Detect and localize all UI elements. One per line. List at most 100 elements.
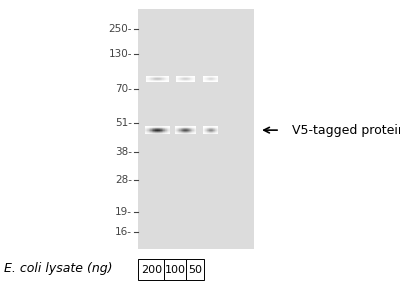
Bar <box>150 127 151 128</box>
Bar <box>176 133 177 134</box>
Bar <box>183 80 184 81</box>
Bar <box>169 127 170 128</box>
Bar <box>188 133 189 134</box>
Bar <box>179 76 180 77</box>
Bar <box>181 132 182 133</box>
Bar <box>181 79 182 80</box>
Bar <box>150 132 151 133</box>
Bar <box>179 132 180 133</box>
Bar <box>165 131 166 132</box>
Bar <box>184 129 185 130</box>
Bar <box>157 129 158 130</box>
Bar <box>194 129 195 130</box>
Bar <box>190 77 191 78</box>
Bar <box>161 127 162 128</box>
Bar <box>149 80 150 81</box>
Bar <box>179 133 180 134</box>
Text: 19-: 19- <box>115 207 132 217</box>
Bar <box>180 132 181 133</box>
Bar <box>161 132 162 133</box>
Bar <box>164 132 165 133</box>
Bar <box>150 81 151 82</box>
Bar <box>157 78 158 79</box>
Bar <box>162 78 163 79</box>
Bar <box>182 129 183 130</box>
Bar <box>167 77 168 78</box>
Bar <box>160 77 161 78</box>
Bar <box>191 78 192 79</box>
Bar <box>189 79 190 80</box>
Bar <box>195 133 196 134</box>
Bar <box>190 126 191 127</box>
Bar <box>179 79 180 80</box>
Bar <box>187 78 188 79</box>
Bar <box>157 79 158 80</box>
Bar <box>166 77 167 78</box>
Bar <box>161 78 162 79</box>
Bar <box>193 128 194 129</box>
Bar <box>175 132 176 133</box>
Bar <box>159 131 160 132</box>
Bar <box>158 78 159 79</box>
Bar <box>147 131 148 132</box>
Bar <box>164 79 165 80</box>
Bar <box>163 131 164 132</box>
Bar <box>146 129 147 130</box>
Bar <box>193 133 194 134</box>
Bar <box>165 76 166 77</box>
Bar <box>182 79 183 80</box>
Bar <box>187 129 188 130</box>
Bar <box>194 132 195 133</box>
Bar <box>183 129 184 130</box>
Bar <box>183 81 184 82</box>
Bar <box>158 133 159 134</box>
Bar <box>168 126 169 127</box>
Text: 28-: 28- <box>115 175 132 185</box>
Bar <box>192 77 193 78</box>
Bar <box>145 129 146 130</box>
Bar <box>190 79 191 80</box>
Text: 50: 50 <box>188 265 202 275</box>
Bar <box>186 127 187 128</box>
Bar <box>188 76 189 77</box>
Bar <box>165 132 166 133</box>
Bar <box>194 133 195 134</box>
Bar <box>188 128 189 129</box>
Bar <box>165 133 166 134</box>
Bar <box>146 131 147 132</box>
Bar <box>176 132 177 133</box>
Bar <box>188 127 189 128</box>
Bar <box>195 131 196 132</box>
Bar <box>164 80 165 81</box>
Bar <box>155 78 156 79</box>
Bar <box>181 133 182 134</box>
Bar <box>187 80 188 81</box>
Bar <box>193 126 194 127</box>
Text: 250-: 250- <box>108 24 132 33</box>
Bar <box>158 132 159 133</box>
Bar <box>187 76 188 77</box>
Text: 51-: 51- <box>115 118 132 128</box>
Bar <box>153 77 154 78</box>
Bar <box>161 81 162 82</box>
Bar <box>156 128 157 129</box>
Bar <box>184 76 185 77</box>
Bar <box>178 80 179 81</box>
Bar <box>148 81 149 82</box>
Bar <box>187 126 188 127</box>
Bar <box>159 78 160 79</box>
Bar <box>166 81 167 82</box>
Bar <box>149 133 150 134</box>
Bar <box>190 131 191 132</box>
Bar <box>183 77 184 78</box>
Bar <box>187 127 188 128</box>
Bar <box>154 131 155 132</box>
Bar <box>180 78 181 79</box>
Bar <box>179 126 180 127</box>
Bar <box>151 81 152 82</box>
Bar <box>157 131 158 132</box>
Bar <box>191 126 192 127</box>
Bar <box>180 77 181 78</box>
Bar <box>195 132 196 133</box>
Bar <box>186 81 187 82</box>
